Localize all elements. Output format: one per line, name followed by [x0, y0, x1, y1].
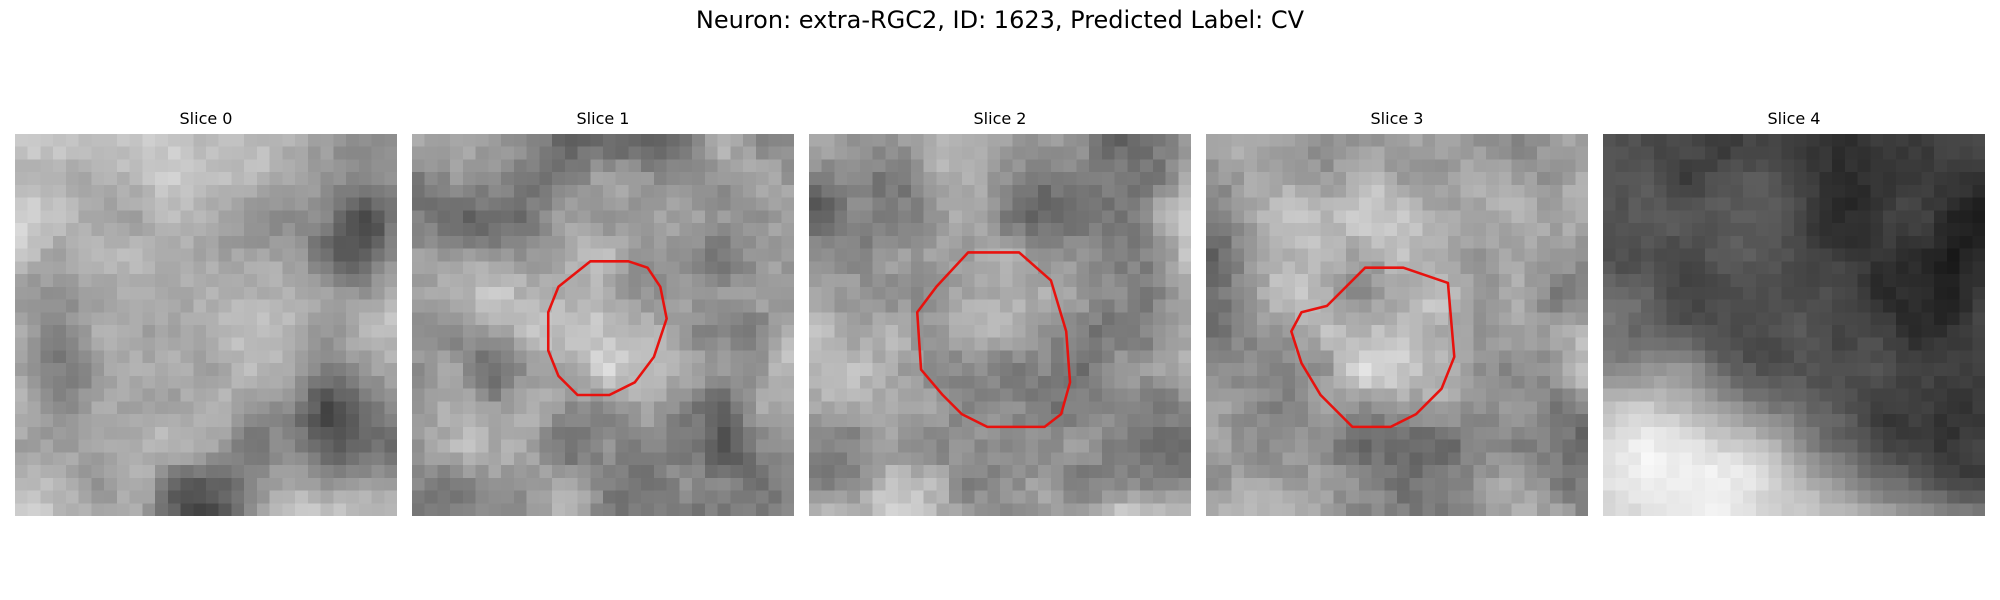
figure-title: Neuron: extra-RGC2, ID: 1623, Predicted …	[695, 6, 1305, 34]
slice-panel-3: Slice 3	[1206, 108, 1588, 516]
roi-outline-3	[1290, 266, 1456, 429]
slice-title-3: Slice 3	[1370, 109, 1424, 128]
slice-panel-1: Slice 1	[412, 108, 794, 516]
slice-panel-4: Slice 4	[1603, 108, 1985, 516]
slice-title-1: Slice 1	[576, 109, 630, 128]
slice-panel-0: Slice 0	[15, 108, 397, 516]
slice-title-2: Slice 2	[973, 109, 1027, 128]
slice-image-0	[15, 134, 397, 516]
slice-image-3	[1206, 134, 1588, 516]
roi-outline-2	[915, 251, 1072, 429]
roi-outline-1	[546, 260, 668, 397]
slice-title-0: Slice 0	[179, 109, 233, 128]
slice-image-4	[1603, 134, 1985, 516]
slice-title-4: Slice 4	[1767, 109, 1821, 128]
slice-image-2	[809, 134, 1191, 516]
slice-image-1	[412, 134, 794, 516]
slice-panel-2: Slice 2	[809, 108, 1191, 516]
